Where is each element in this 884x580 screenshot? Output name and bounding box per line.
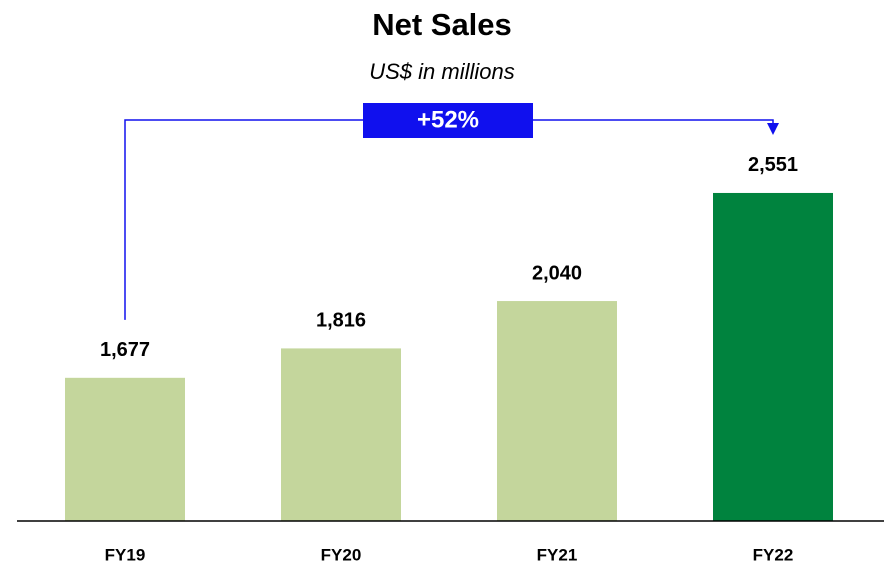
bar — [65, 377, 185, 521]
bar — [281, 348, 401, 521]
value-label: 2,551 — [748, 154, 798, 176]
bracket-arrow — [767, 122, 779, 135]
bar — [497, 301, 617, 521]
value-label: 1,677 — [100, 339, 150, 361]
chart-subtitle: US$ in millions — [369, 59, 515, 84]
x-tick-label: FY19 — [105, 545, 146, 564]
chart-title: Net Sales — [372, 7, 512, 42]
annotation-box — [363, 103, 533, 138]
bar — [713, 192, 833, 521]
annotation: +52% — [417, 106, 479, 133]
value-label: 1,816 — [316, 310, 366, 332]
x-tick-label: FY22 — [753, 545, 794, 564]
growth-bracket — [124, 119, 774, 320]
value-label: 2,040 — [532, 262, 582, 284]
x-tick-label: FY20 — [321, 545, 362, 564]
x-tick-label: FY21 — [537, 545, 578, 564]
